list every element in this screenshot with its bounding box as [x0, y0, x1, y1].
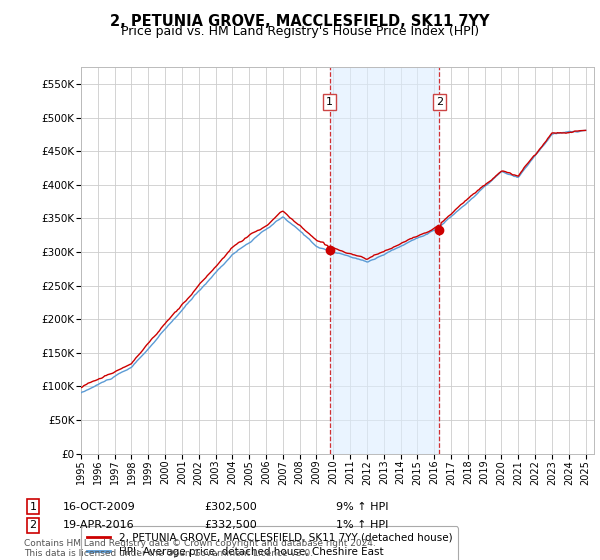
Text: 1% ↑ HPI: 1% ↑ HPI	[336, 520, 388, 530]
Text: This data is licensed under the Open Government Licence v3.0.: This data is licensed under the Open Gov…	[24, 549, 313, 558]
Text: 1: 1	[29, 502, 37, 512]
Text: 2: 2	[29, 520, 37, 530]
Text: Price paid vs. HM Land Registry's House Price Index (HPI): Price paid vs. HM Land Registry's House …	[121, 25, 479, 38]
Legend: 2, PETUNIA GROVE, MACCLESFIELD, SK11 7YY (detached house), HPI: Average price, d: 2, PETUNIA GROVE, MACCLESFIELD, SK11 7YY…	[81, 526, 458, 560]
Text: 16-OCT-2009: 16-OCT-2009	[63, 502, 136, 512]
Text: 1: 1	[326, 97, 333, 107]
Text: £302,500: £302,500	[204, 502, 257, 512]
Text: £332,500: £332,500	[204, 520, 257, 530]
Bar	[330, 67, 439, 454]
Text: 2, PETUNIA GROVE, MACCLESFIELD, SK11 7YY: 2, PETUNIA GROVE, MACCLESFIELD, SK11 7YY	[110, 14, 490, 29]
Text: 2: 2	[436, 97, 443, 107]
Text: 9% ↑ HPI: 9% ↑ HPI	[336, 502, 389, 512]
Text: 19-APR-2016: 19-APR-2016	[63, 520, 134, 530]
Text: Contains HM Land Registry data © Crown copyright and database right 2024.: Contains HM Land Registry data © Crown c…	[24, 539, 376, 548]
